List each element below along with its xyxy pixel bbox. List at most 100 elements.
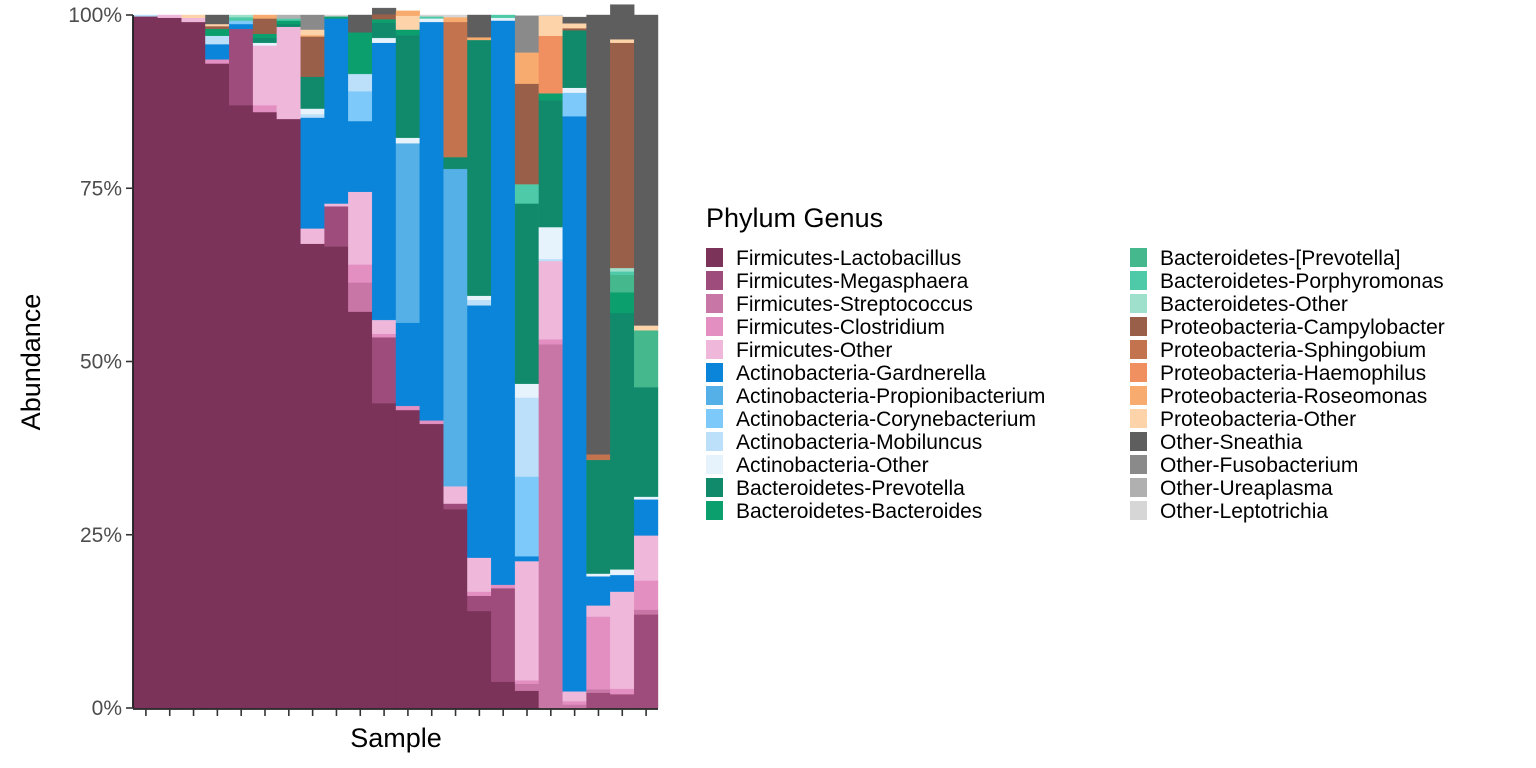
bar-segment xyxy=(181,21,206,709)
legend-swatch xyxy=(1130,409,1147,428)
bar-segment xyxy=(157,17,182,709)
legend-item: Other-Sneathia xyxy=(1130,431,1303,454)
bar-segment xyxy=(586,616,611,690)
bar-segment xyxy=(514,560,540,681)
bar-segment xyxy=(324,203,349,207)
bar-segment xyxy=(491,20,516,585)
legend-label: Actinobacteria-Propionibacterium xyxy=(736,385,1045,408)
bar-segment xyxy=(133,14,159,17)
legend-item: Proteobacteria-Campylobacter xyxy=(1130,316,1445,339)
legend-item: Actinobacteria-Propionibacterium xyxy=(706,385,1045,408)
bar-segment xyxy=(205,23,230,27)
bar-segment xyxy=(300,29,325,36)
bar-segment xyxy=(395,409,421,709)
bar-segment xyxy=(348,73,373,92)
bar-segment xyxy=(514,83,540,185)
bar-segment xyxy=(348,14,373,33)
bar-segment xyxy=(395,10,421,16)
legend-item: Actinobacteria-Mobiluncus xyxy=(706,431,982,454)
bar-segment xyxy=(133,16,159,709)
bar-segment xyxy=(324,246,349,709)
legend-item: Bacteroidetes-Other xyxy=(1130,293,1348,316)
legend-label: Proteobacteria-Campylobacter xyxy=(1160,316,1445,339)
bar-segment xyxy=(205,59,230,64)
bar-segment xyxy=(443,503,468,510)
bar-segment xyxy=(395,15,421,30)
bar-segment xyxy=(276,20,301,25)
y-tick-label: 100% xyxy=(68,4,122,27)
bar-segment xyxy=(252,37,278,43)
bar-segment xyxy=(586,689,611,693)
bar-segment xyxy=(633,386,659,497)
bar-segment xyxy=(252,111,278,709)
bar-segment xyxy=(610,312,635,570)
bar-segment xyxy=(252,14,278,19)
bar-segment xyxy=(300,36,325,77)
bar-segment xyxy=(538,100,563,228)
bar-segment xyxy=(610,574,635,592)
bar-segment xyxy=(586,454,611,461)
bar-segment xyxy=(467,595,492,612)
bar-segment xyxy=(348,311,373,709)
bar-segment xyxy=(300,108,325,115)
bar-segment xyxy=(371,22,397,39)
legend-label: Proteobacteria-Other xyxy=(1160,408,1356,431)
bar-segment xyxy=(371,37,397,43)
bar-segment xyxy=(633,535,659,581)
bar-segment xyxy=(419,18,444,23)
bar-segment xyxy=(300,228,325,244)
bar-segment xyxy=(610,693,635,709)
bar-segment xyxy=(610,42,635,269)
bar-segment xyxy=(443,156,468,170)
bar-segment xyxy=(229,20,254,25)
bar-segment xyxy=(276,18,301,21)
bar-segment xyxy=(371,42,397,321)
legend-item: Actinobacteria-Other xyxy=(706,454,929,477)
bar-segment xyxy=(229,23,254,30)
bar-segment xyxy=(491,681,516,709)
bar-segment xyxy=(491,17,516,21)
bar-segment xyxy=(514,52,540,84)
legend-label: Proteobacteria-Roseomonas xyxy=(1160,385,1427,408)
bar-segment xyxy=(491,14,516,18)
legend-swatch xyxy=(1130,386,1147,405)
legend-label: Firmicutes-Lactobacillus xyxy=(736,247,961,270)
bar-segment xyxy=(443,508,468,709)
bar-segment xyxy=(586,605,611,617)
bar-segment xyxy=(395,29,421,36)
bar-segment xyxy=(443,486,468,504)
legend-item: Firmicutes-Lactobacillus xyxy=(706,247,961,270)
bar-segment xyxy=(538,226,563,260)
bar-segment xyxy=(610,274,635,293)
legend-swatch xyxy=(706,478,723,497)
legend-item: Bacteroidetes-[Prevotella] xyxy=(1130,247,1400,270)
bar-segment xyxy=(205,63,230,709)
bar-segment xyxy=(300,117,325,229)
legend-swatch xyxy=(1130,478,1147,497)
bar-segment xyxy=(514,476,540,557)
bar-segment xyxy=(395,405,421,411)
bar-segment xyxy=(562,700,587,705)
bar-segment xyxy=(633,496,659,500)
legend-label: Bacteroidetes-Bacteroides xyxy=(736,500,982,523)
legend-swatch xyxy=(1130,340,1147,359)
bar-segment xyxy=(324,18,349,204)
bar-segment xyxy=(514,15,540,53)
bar-segment xyxy=(371,337,397,404)
legend-label: Actinobacteria-Corynebacterium xyxy=(736,408,1036,431)
bar-segment xyxy=(252,42,278,46)
bar-segment xyxy=(300,14,325,30)
bar-segment xyxy=(181,17,206,23)
bar-segment xyxy=(586,459,611,574)
bar-segment xyxy=(633,614,659,709)
bar-segment xyxy=(371,18,397,23)
legend-item: Actinobacteria-Corynebacterium xyxy=(706,408,1036,431)
bar-segment xyxy=(633,330,659,388)
bar-segment xyxy=(348,264,373,283)
bar-segment xyxy=(562,23,587,29)
bar-segment xyxy=(252,104,278,113)
bar-segment xyxy=(538,343,563,709)
legend-item: Bacteroidetes-Prevotella xyxy=(706,477,965,500)
bar-segment xyxy=(491,584,516,589)
bar-segment xyxy=(538,15,563,36)
